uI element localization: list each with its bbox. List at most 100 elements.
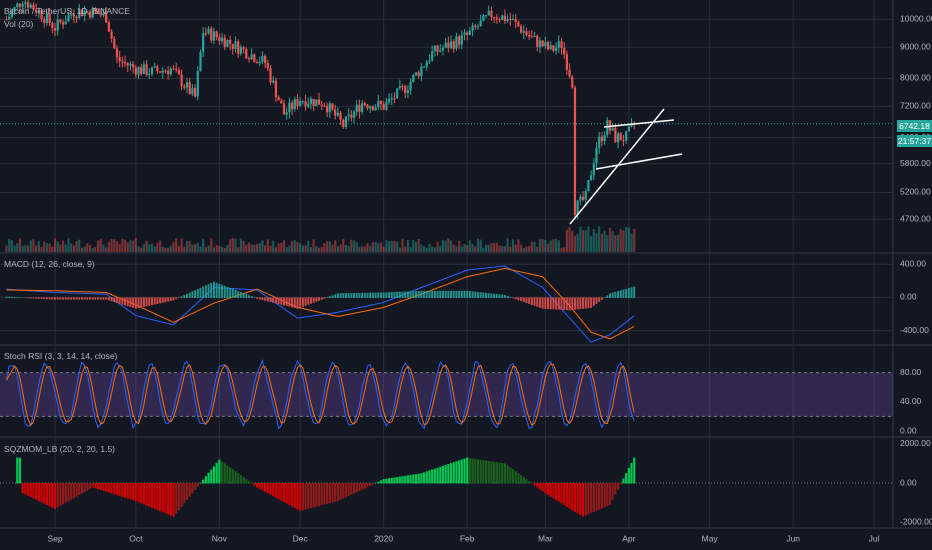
- candle-body: [495, 17, 498, 20]
- volume-bar: [600, 233, 603, 252]
- candle-body: [414, 72, 418, 76]
- volume-bar: [377, 242, 380, 252]
- macd-histogram-bar: [37, 297, 40, 299]
- macd-histogram-bar: [229, 287, 232, 298]
- macd-histogram-bar: [134, 297, 137, 309]
- macd-histogram-bar: [161, 297, 164, 303]
- volume-bar: [210, 238, 213, 252]
- volume-bar: [264, 245, 267, 252]
- sqz-histogram-bar: [307, 483, 310, 509]
- volume-bar: [331, 244, 334, 252]
- macd-histogram-bar: [336, 293, 339, 298]
- volume-bar: [91, 247, 94, 252]
- volume-bar: [250, 244, 253, 252]
- macd-histogram-bar: [272, 297, 275, 303]
- symbol-title[interactable]: Bitcoin / TetherUS, 1D, BINANCE: [4, 6, 130, 16]
- volume-bar: [417, 238, 420, 252]
- sqz-histogram-bar: [352, 483, 356, 494]
- macd-histogram-bar: [48, 297, 51, 300]
- sqz-histogram-bar: [347, 483, 350, 497]
- macd-axis-tick: 400.00: [900, 259, 926, 269]
- candle-body: [288, 102, 291, 113]
- candle-body: [519, 26, 523, 33]
- candle-body: [493, 16, 496, 18]
- stoch-rsi-legend[interactable]: Stoch RSI (3, 3, 14, 14, close): [4, 351, 118, 361]
- candle-body: [250, 54, 253, 60]
- candle-body: [35, 9, 38, 13]
- sqz-histogram-bar: [105, 483, 108, 492]
- candle-body: [67, 15, 70, 22]
- volume-bar: [237, 247, 240, 252]
- macd-histogram-bar: [156, 297, 159, 304]
- candle-body: [387, 98, 391, 103]
- candle-body: [156, 66, 159, 72]
- sqz-histogram-bar: [137, 483, 140, 503]
- volume-bar: [627, 227, 630, 252]
- macd-histogram-bar: [633, 286, 636, 298]
- sqz-histogram-bar: [45, 483, 49, 505]
- macd-histogram-bar: [476, 291, 479, 298]
- macd-histogram-bar: [390, 292, 393, 298]
- candle-body: [458, 36, 461, 45]
- macd-histogram-bar: [282, 297, 285, 306]
- macd-histogram-bar: [18, 297, 21, 298]
- x-axis-label: May: [702, 533, 719, 543]
- volume-bar: [320, 246, 323, 252]
- volume-bar: [48, 243, 51, 252]
- macd-histogram-bar: [406, 291, 409, 298]
- volume-bar: [344, 244, 348, 252]
- macd-histogram-bar: [549, 297, 552, 310]
- sqzmom-legend[interactable]: SQZMOM_LB (20, 2, 20, 1.5): [4, 444, 116, 454]
- candle-body: [188, 82, 191, 94]
- sqz-histogram-bar: [326, 483, 329, 504]
- volume-bar: [374, 241, 377, 252]
- volume-bar: [463, 243, 466, 252]
- macd-legend[interactable]: MACD (12, 26, close, 9): [4, 259, 95, 269]
- volume-bar: [113, 239, 116, 252]
- sqz-histogram-bar: [463, 458, 466, 484]
- x-axis-label: Jun: [786, 533, 800, 543]
- macd-histogram-bar: [344, 293, 347, 298]
- volume-bar: [616, 234, 620, 252]
- candle-body: [404, 86, 407, 93]
- volume-bar: [584, 230, 587, 252]
- macd-histogram-bar: [67, 297, 70, 300]
- sqz-histogram-bar: [619, 483, 622, 485]
- candle-body: [565, 54, 568, 70]
- macd-histogram-bar: [301, 297, 304, 307]
- volume-bar: [255, 243, 259, 252]
- volume-bar: [21, 246, 24, 252]
- candle-body: [175, 68, 178, 71]
- volume-bar: [347, 245, 350, 252]
- volume-legend[interactable]: Vol (20): [4, 19, 34, 29]
- sqz-histogram-bar: [207, 472, 210, 484]
- sqz-histogram-bar: [506, 465, 509, 484]
- sqz-histogram-bar: [530, 483, 533, 484]
- volume-bar: [304, 245, 307, 252]
- volume-bar: [29, 240, 32, 252]
- candle-body: [581, 196, 585, 200]
- volume-bar: [382, 246, 385, 252]
- sqz-histogram-bar: [277, 483, 280, 500]
- macd-histogram-bar: [231, 288, 234, 298]
- volume-bar: [142, 244, 146, 252]
- candle-body: [482, 15, 485, 21]
- sqz-histogram-bar: [468, 458, 471, 484]
- candle-body: [204, 33, 207, 35]
- volume-bar: [557, 240, 560, 252]
- volume-bar: [285, 247, 288, 252]
- candle-body: [107, 22, 110, 32]
- macd-histogram-bar: [304, 297, 307, 306]
- sqz-histogram-bar: [385, 478, 388, 484]
- candle-body: [83, 11, 86, 17]
- sqz-histogram-bar: [557, 483, 560, 502]
- candle-body: [398, 85, 401, 89]
- volume-bar: [425, 247, 428, 252]
- candle-body: [366, 105, 369, 109]
- sqz-histogram-bar: [169, 483, 172, 516]
- volume-bar: [269, 245, 272, 252]
- candle-body: [625, 131, 628, 141]
- candle-body: [78, 9, 81, 18]
